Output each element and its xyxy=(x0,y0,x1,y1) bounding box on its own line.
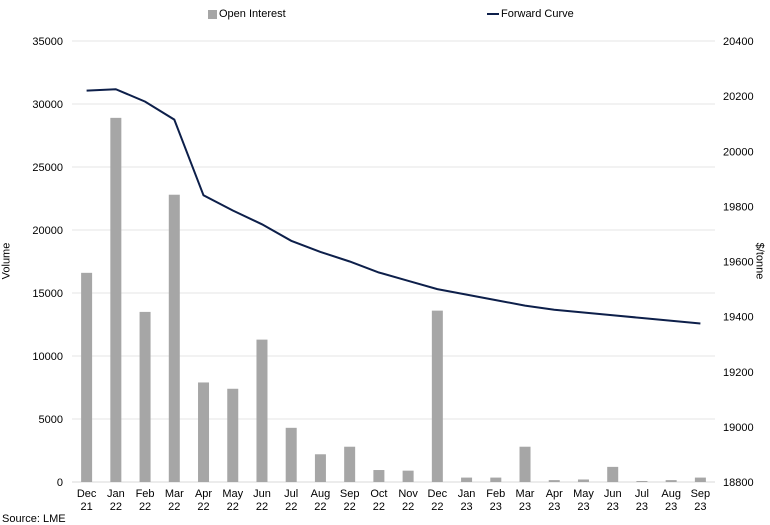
x-tick-month: Jul xyxy=(284,488,298,500)
forward-curve-line xyxy=(86,88,701,325)
y-right-axis-title: $/tonne xyxy=(753,242,766,280)
y-left-axis-title: Volume xyxy=(0,242,13,280)
legend-open-interest: Open Interest xyxy=(208,8,286,20)
x-tick-year: 23 xyxy=(519,501,531,513)
legend-forward-curve-label: Forward Curve xyxy=(501,8,574,20)
line-swatch-icon xyxy=(487,13,499,15)
x-tick-year: 22 xyxy=(344,501,356,513)
bar xyxy=(110,117,122,483)
x-tick-month: Oct xyxy=(370,488,387,500)
bar xyxy=(285,427,297,482)
y-right-tick-label: 18800 xyxy=(723,477,754,489)
x-tick-month: Sep xyxy=(691,488,711,500)
bar xyxy=(168,194,180,482)
bar xyxy=(373,470,385,482)
bar xyxy=(139,311,151,482)
x-axis-ticks: Dec21Jan22Feb22Mar22Apr22May22Jun22Jul22… xyxy=(77,488,710,513)
bar xyxy=(694,477,706,482)
bar-swatch-icon xyxy=(208,9,217,19)
y-left-tick-label: 10000 xyxy=(32,351,63,363)
x-tick-month: Sep xyxy=(340,488,360,500)
y-left-tick-label: 5000 xyxy=(39,414,63,426)
legend-open-interest-label: Open Interest xyxy=(219,8,286,20)
x-tick-year: 22 xyxy=(110,501,122,513)
y-left-tick-label: 0 xyxy=(57,477,63,489)
x-tick-year: 23 xyxy=(490,501,502,513)
bar xyxy=(402,470,414,482)
y-left-tick-label: 35000 xyxy=(32,36,63,48)
y-left-tick-label: 20000 xyxy=(32,225,63,237)
bar xyxy=(636,480,648,482)
y-left-tick-label: 25000 xyxy=(32,162,63,174)
x-tick-month: May xyxy=(222,488,243,500)
x-tick-month: Jun xyxy=(253,488,271,500)
x-tick-year: 22 xyxy=(227,501,239,513)
gridlines xyxy=(72,40,715,483)
bar xyxy=(344,446,356,482)
bar xyxy=(314,454,326,482)
y-right-tick-label: 20400 xyxy=(723,36,754,48)
x-tick-year: 22 xyxy=(402,501,414,513)
bar xyxy=(548,480,560,482)
y-right-tick-label: 19800 xyxy=(723,201,754,213)
y-right-tick-label: 19400 xyxy=(723,312,754,324)
bar xyxy=(81,272,93,482)
y-left-tick-label: 15000 xyxy=(32,288,63,300)
x-tick-year: 22 xyxy=(431,501,443,513)
x-tick-year: 23 xyxy=(460,501,472,513)
x-tick-year: 23 xyxy=(607,501,619,513)
x-tick-month: Aug xyxy=(661,488,681,500)
x-tick-month: Apr xyxy=(195,488,212,500)
x-tick-month: Apr xyxy=(546,488,563,500)
x-tick-year: 22 xyxy=(256,501,268,513)
bar xyxy=(431,310,443,482)
x-tick-month: Jun xyxy=(604,488,622,500)
y-right-tick-label: 19600 xyxy=(723,257,754,269)
source-note: Source: LME xyxy=(2,513,66,525)
bar xyxy=(519,446,531,482)
x-tick-year: 23 xyxy=(665,501,677,513)
bar xyxy=(256,339,268,482)
x-tick-year: 21 xyxy=(80,501,92,513)
x-tick-month: May xyxy=(573,488,594,500)
y-right-tick-label: 19200 xyxy=(723,367,754,379)
y-right-tick-label: 20000 xyxy=(723,146,754,158)
bar xyxy=(577,479,589,482)
bar xyxy=(461,477,473,482)
legend-forward-curve: Forward Curve xyxy=(487,8,574,20)
x-tick-month: Feb xyxy=(136,488,155,500)
x-tick-month: Dec xyxy=(428,488,448,500)
left-axis-ticks: 0 5000 10000 15000 20000 25000 30000 35000 xyxy=(32,36,63,489)
x-tick-year: 23 xyxy=(548,501,560,513)
x-tick-year: 22 xyxy=(139,501,151,513)
x-tick-month: Nov xyxy=(398,488,418,500)
x-tick-month: Jul xyxy=(635,488,649,500)
x-tick-year: 23 xyxy=(577,501,589,513)
bar xyxy=(198,382,210,482)
bar xyxy=(665,480,677,482)
bar xyxy=(490,477,502,482)
x-tick-month: Mar xyxy=(516,488,535,500)
y-right-tick-label: 20200 xyxy=(723,91,754,103)
x-tick-month: Jan xyxy=(458,488,476,500)
x-tick-year: 22 xyxy=(168,501,180,513)
y-left-tick-label: 30000 xyxy=(32,99,63,111)
x-tick-year: 23 xyxy=(694,501,706,513)
x-tick-month: Jan xyxy=(107,488,125,500)
x-tick-month: Mar xyxy=(165,488,184,500)
bar xyxy=(607,466,619,482)
x-tick-month: Dec xyxy=(77,488,97,500)
bar xyxy=(227,388,239,482)
x-tick-month: Feb xyxy=(486,488,505,500)
x-tick-year: 22 xyxy=(314,501,326,513)
x-tick-year: 23 xyxy=(636,501,648,513)
x-tick-year: 22 xyxy=(285,501,297,513)
bar-series xyxy=(81,117,706,483)
x-tick-month: Aug xyxy=(311,488,331,500)
x-tick-year: 22 xyxy=(373,501,385,513)
right-axis-ticks: 18800 19000 19200 19400 19600 19800 20000 20200… xyxy=(723,36,754,489)
x-tick-year: 22 xyxy=(197,501,209,513)
y-right-tick-label: 19000 xyxy=(723,422,754,434)
